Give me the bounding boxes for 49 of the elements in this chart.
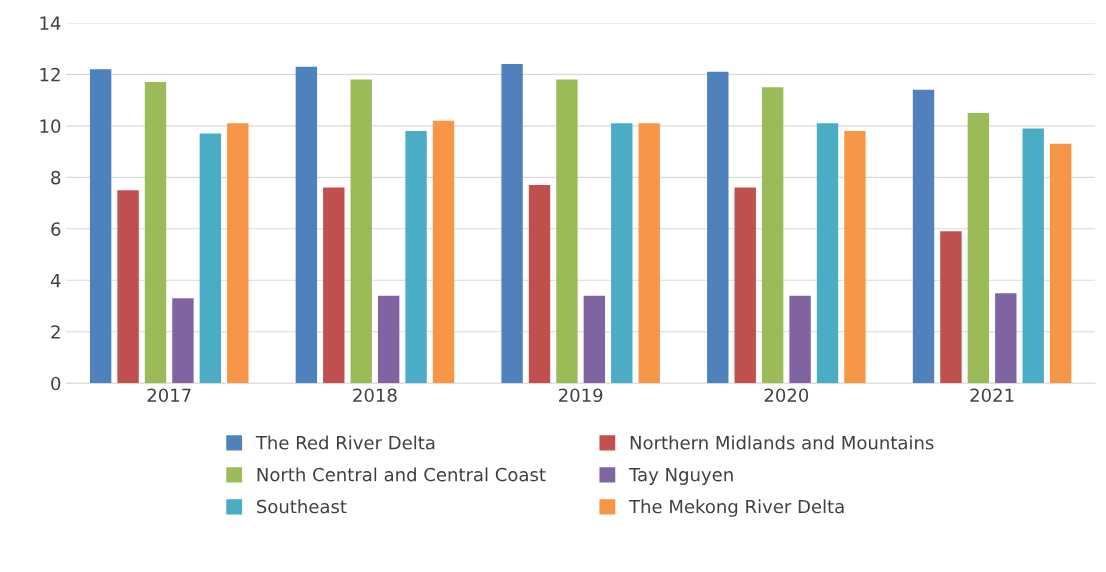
bar (844, 130, 866, 384)
y-tick-label: 12 (40, 67, 60, 82)
legend-label: Northern Midlands and Mountains (630, 435, 934, 450)
bar (350, 79, 372, 384)
y-tick-label: 10 (40, 119, 61, 133)
y-tick-label: 14 (40, 16, 61, 30)
bar (295, 66, 318, 384)
bar (405, 130, 427, 384)
bar (638, 123, 660, 384)
y-tick-label: 6 (51, 222, 61, 236)
bar (734, 187, 756, 384)
bar (117, 190, 139, 384)
bar (172, 298, 194, 384)
legend-label: Southeast (257, 499, 347, 514)
bar (144, 82, 167, 384)
bar (227, 123, 249, 384)
bar (912, 89, 935, 384)
y-tick-label: 4 (50, 273, 61, 288)
bar (199, 133, 222, 384)
bar (89, 69, 112, 384)
bar (995, 293, 1017, 384)
x-tick-label: 2018 (353, 388, 397, 403)
bar (967, 112, 990, 384)
bar (528, 185, 551, 384)
legend-label: The Red River Delta (255, 435, 435, 450)
bar (323, 187, 345, 384)
legend-label: Tay Nguyen (628, 468, 733, 485)
bar (583, 295, 606, 384)
bar (611, 123, 633, 384)
bar (816, 123, 839, 384)
bar (1022, 128, 1044, 384)
bar (377, 295, 400, 384)
legend-label: North Central and Central Coast (257, 467, 546, 482)
bar (940, 231, 962, 384)
x-tick-label: 2021 (970, 388, 1014, 403)
y-tick-label: 0 (51, 376, 61, 391)
legend-label: The Mekong River Delta (628, 499, 844, 517)
y-tick-label: 8 (51, 170, 61, 185)
bar (1049, 143, 1072, 384)
bar (761, 87, 784, 384)
x-tick-label: 2020 (764, 388, 809, 403)
x-tick-label: 2017 (147, 388, 191, 403)
y-tick-label: 2 (51, 325, 60, 339)
bar (707, 71, 729, 384)
bar (432, 120, 455, 384)
bar (501, 64, 523, 384)
bar (789, 295, 811, 384)
bar (556, 79, 578, 384)
x-tick-label: 2019 (559, 388, 603, 403)
